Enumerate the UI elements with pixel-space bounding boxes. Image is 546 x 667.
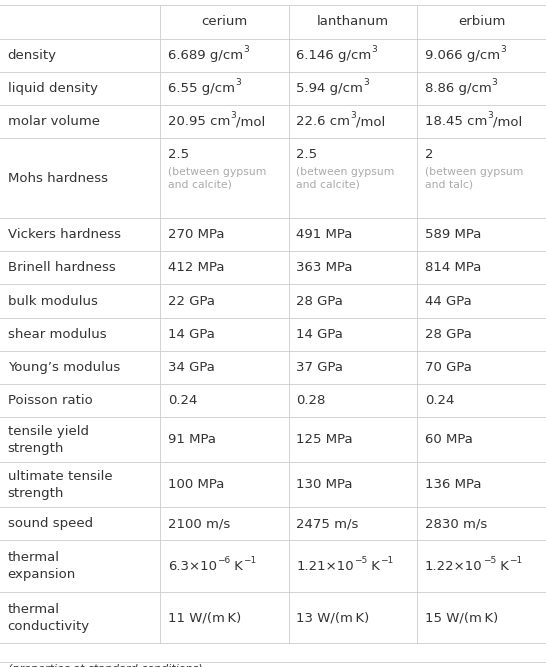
Text: (between gypsum
and calcite): (between gypsum and calcite) — [296, 167, 395, 189]
Text: 3: 3 — [363, 78, 369, 87]
Text: 814 MPa: 814 MPa — [425, 261, 482, 274]
Text: 6.55 g/cm: 6.55 g/cm — [168, 82, 235, 95]
Text: 9.066 g/cm: 9.066 g/cm — [425, 49, 500, 61]
Text: 2.5: 2.5 — [296, 148, 318, 161]
Text: 136 MPa: 136 MPa — [425, 478, 482, 491]
Text: 3: 3 — [492, 78, 497, 87]
Text: 6.146 g/cm: 6.146 g/cm — [296, 49, 372, 61]
Text: (properties at standard conditions): (properties at standard conditions) — [8, 664, 202, 667]
Text: /mol: /mol — [493, 115, 523, 128]
Text: 14 GPa: 14 GPa — [296, 328, 343, 341]
Text: K: K — [230, 560, 243, 573]
Text: tensile yield
strength: tensile yield strength — [8, 425, 88, 455]
Text: 130 MPa: 130 MPa — [296, 478, 353, 491]
Text: 0.24: 0.24 — [425, 394, 454, 408]
Text: 3: 3 — [488, 111, 493, 120]
Text: −6: −6 — [217, 556, 230, 564]
Text: 3: 3 — [230, 111, 236, 120]
Text: 28 GPa: 28 GPa — [296, 295, 343, 307]
Text: 3: 3 — [243, 45, 249, 53]
Text: −5: −5 — [483, 556, 496, 564]
Text: 0.24: 0.24 — [168, 394, 197, 408]
Text: K: K — [496, 560, 509, 573]
Text: 1.22×10: 1.22×10 — [425, 560, 483, 573]
Text: −1: −1 — [509, 556, 522, 564]
Text: 363 MPa: 363 MPa — [296, 261, 353, 274]
Text: 37 GPa: 37 GPa — [296, 361, 343, 374]
Text: 70 GPa: 70 GPa — [425, 361, 472, 374]
Text: 3: 3 — [500, 45, 506, 53]
Text: 2475 m/s: 2475 m/s — [296, 517, 359, 530]
Text: 1.21×10: 1.21×10 — [296, 560, 354, 573]
Text: Young’s modulus: Young’s modulus — [8, 361, 120, 374]
Text: 2: 2 — [425, 148, 434, 161]
Text: erbium: erbium — [458, 15, 506, 29]
Text: 6.689 g/cm: 6.689 g/cm — [168, 49, 243, 61]
Text: 5.94 g/cm: 5.94 g/cm — [296, 82, 363, 95]
Text: 589 MPa: 589 MPa — [425, 228, 482, 241]
Text: molar volume: molar volume — [8, 115, 99, 128]
Text: 18.45 cm: 18.45 cm — [425, 115, 488, 128]
Text: 22 GPa: 22 GPa — [168, 295, 215, 307]
Text: Vickers hardness: Vickers hardness — [8, 228, 121, 241]
Text: 6.3×10: 6.3×10 — [168, 560, 217, 573]
Text: 13 W/(m K): 13 W/(m K) — [296, 611, 370, 624]
Text: 11 W/(m K): 11 W/(m K) — [168, 611, 241, 624]
Text: 34 GPa: 34 GPa — [168, 361, 215, 374]
Text: −1: −1 — [380, 556, 394, 564]
Text: shear modulus: shear modulus — [8, 328, 106, 341]
Text: 8.86 g/cm: 8.86 g/cm — [425, 82, 492, 95]
Text: 2100 m/s: 2100 m/s — [168, 517, 230, 530]
Text: density: density — [8, 49, 57, 61]
Text: 125 MPa: 125 MPa — [296, 434, 353, 446]
Text: 2.5: 2.5 — [168, 148, 189, 161]
Text: −5: −5 — [354, 556, 367, 564]
Text: 22.6 cm: 22.6 cm — [296, 115, 351, 128]
Text: Mohs hardness: Mohs hardness — [8, 171, 108, 185]
Text: 412 MPa: 412 MPa — [168, 261, 224, 274]
Text: sound speed: sound speed — [8, 517, 93, 530]
Text: 91 MPa: 91 MPa — [168, 434, 216, 446]
Text: cerium: cerium — [201, 15, 248, 29]
Text: 3: 3 — [372, 45, 377, 53]
Text: /mol: /mol — [356, 115, 385, 128]
Text: Poisson ratio: Poisson ratio — [8, 394, 92, 408]
Text: 100 MPa: 100 MPa — [168, 478, 224, 491]
Text: 270 MPa: 270 MPa — [168, 228, 224, 241]
Text: 3: 3 — [235, 78, 241, 87]
Text: 20.95 cm: 20.95 cm — [168, 115, 230, 128]
Text: Brinell hardness: Brinell hardness — [8, 261, 115, 274]
Text: (between gypsum
and calcite): (between gypsum and calcite) — [168, 167, 266, 189]
Text: thermal
conductivity: thermal conductivity — [8, 602, 90, 632]
Text: liquid density: liquid density — [8, 82, 98, 95]
Text: −1: −1 — [243, 556, 256, 564]
Text: 44 GPa: 44 GPa — [425, 295, 472, 307]
Text: 491 MPa: 491 MPa — [296, 228, 353, 241]
Text: K: K — [367, 560, 380, 573]
Text: thermal
expansion: thermal expansion — [8, 551, 76, 581]
Text: 2830 m/s: 2830 m/s — [425, 517, 487, 530]
Text: 3: 3 — [351, 111, 356, 120]
Text: lanthanum: lanthanum — [317, 15, 389, 29]
Text: ultimate tensile
strength: ultimate tensile strength — [8, 470, 112, 500]
Text: /mol: /mol — [236, 115, 265, 128]
Text: bulk modulus: bulk modulus — [8, 295, 98, 307]
Text: 0.28: 0.28 — [296, 394, 326, 408]
Text: (between gypsum
and talc): (between gypsum and talc) — [425, 167, 524, 189]
Text: 60 MPa: 60 MPa — [425, 434, 473, 446]
Text: 14 GPa: 14 GPa — [168, 328, 215, 341]
Text: 28 GPa: 28 GPa — [425, 328, 472, 341]
Text: 15 W/(m K): 15 W/(m K) — [425, 611, 498, 624]
